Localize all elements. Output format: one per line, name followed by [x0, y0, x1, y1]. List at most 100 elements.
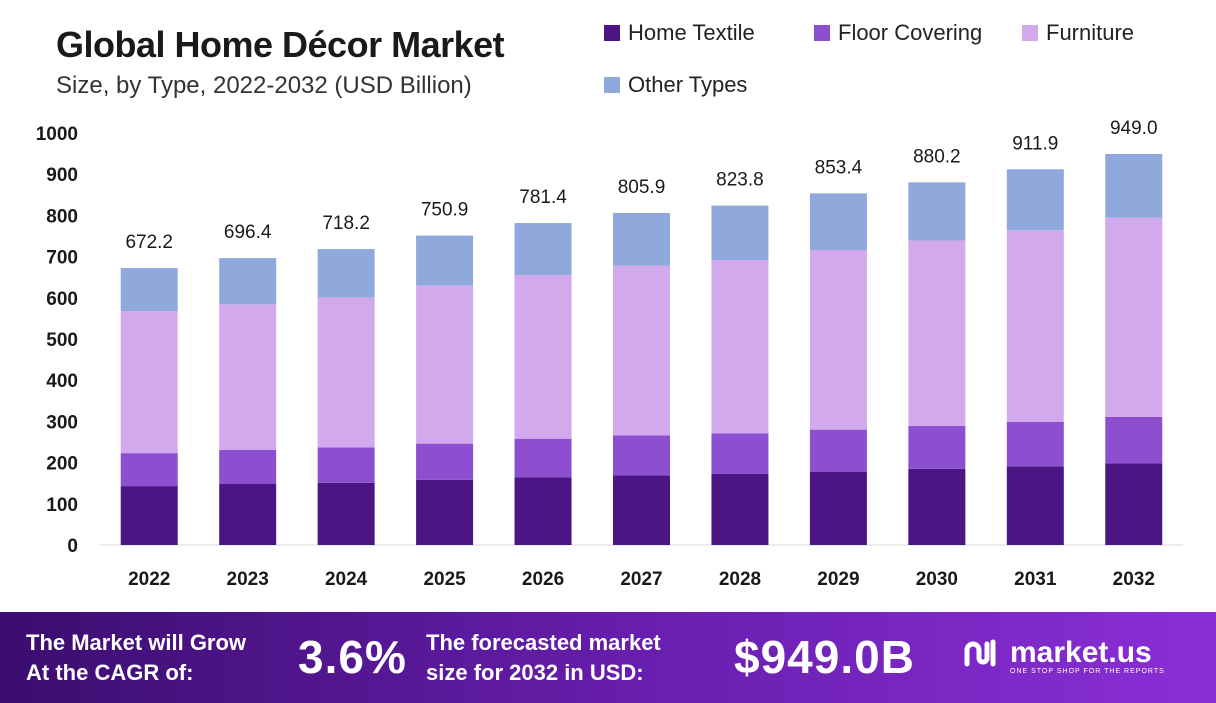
bar-segment-floor-covering [711, 433, 769, 474]
bar-segment-furniture [1006, 230, 1064, 422]
bar-segment-furniture [613, 265, 670, 436]
brand-name: market.us [1010, 636, 1152, 669]
y-tick-label: 600 [46, 289, 78, 310]
legend-item-home-textile: Home Textile [604, 20, 755, 46]
bar-segment-other-types [613, 212, 670, 266]
x-tick-label: 2029 [817, 569, 859, 590]
bar-segment-other-types [1006, 169, 1064, 231]
legend-label: Home Textile [628, 20, 755, 45]
y-tick-label: 100 [46, 495, 78, 516]
bar-segment-floor-covering [809, 429, 867, 472]
bar-segment-furniture [219, 304, 277, 450]
x-tick-label: 2031 [1014, 569, 1057, 590]
bar-segment-floor-covering [514, 438, 572, 478]
y-tick-label: 800 [46, 206, 78, 227]
brand-tagline: ONE STOP SHOP FOR THE REPORTS [1010, 668, 1165, 675]
y-tick-label: 1000 [36, 124, 78, 145]
bar-segment-furniture [416, 285, 474, 444]
total-data-label: 853.4 [815, 157, 863, 178]
legend-swatch [814, 25, 830, 41]
bar-segment-other-types [809, 193, 867, 251]
y-tick-label: 400 [46, 371, 78, 392]
x-tick-label: 2022 [128, 569, 170, 590]
total-data-label: 911.9 [1012, 133, 1058, 154]
x-tick-label: 2028 [719, 569, 761, 590]
legend-item-other-types: Other Types [604, 72, 747, 98]
total-data-label: 880.2 [913, 146, 961, 167]
y-tick-label: 900 [46, 165, 78, 186]
x-tick-label: 2025 [423, 569, 466, 590]
bar-segment-furniture [711, 260, 769, 434]
bar-segment-home-textile [514, 477, 572, 545]
bar-segment-furniture [809, 250, 867, 430]
brand-logo: market.us [964, 636, 1152, 670]
x-tick-label: 2023 [227, 569, 269, 590]
total-data-label: 750.9 [421, 200, 469, 221]
total-data-label: 672.2 [125, 232, 173, 253]
bar-segment-floor-covering [1006, 421, 1064, 467]
bar-segment-floor-covering [120, 453, 178, 487]
bar-segment-other-types [1105, 154, 1163, 218]
legend-swatch [604, 25, 620, 41]
x-tick-label: 2024 [325, 569, 368, 590]
legend-swatch [1022, 25, 1038, 41]
cagr-label-line-1: The Market will Grow [26, 630, 247, 655]
bar-segment-furniture [514, 275, 572, 439]
x-tick-label: 2027 [620, 569, 662, 590]
chart-subtitle: Size, by Type, 2022-2032 (USD Billion) [56, 72, 472, 99]
bar-segment-home-textile [711, 473, 769, 545]
bar-segment-floor-covering [416, 443, 474, 480]
cagr-value: 3.6% [298, 631, 407, 683]
bar-segment-home-textile [613, 475, 670, 545]
bar-segment-floor-covering [219, 449, 277, 485]
bar-segment-home-textile [908, 468, 966, 545]
bar-segment-home-textile [219, 484, 277, 545]
y-tick-label: 500 [46, 330, 78, 351]
legend-swatch [604, 77, 620, 93]
footer-banner: The Market will Grow At the CAGR of: 3.6… [0, 612, 1216, 703]
total-data-label: 696.4 [224, 222, 272, 243]
chart-title: Global Home Décor Market [56, 24, 505, 65]
y-tick-label: 0 [67, 536, 78, 557]
bar-segment-floor-covering [1105, 416, 1163, 464]
y-tick-label: 700 [46, 248, 78, 269]
x-tick-label: 2032 [1113, 569, 1155, 590]
forecast-label-line-1: The forecasted market [426, 630, 661, 655]
forecast-label: The forecasted market size for 2032 in U… [426, 628, 661, 688]
forecast-label-line-2: size for 2032 in USD: [426, 660, 644, 685]
bar-segment-furniture [908, 240, 966, 426]
total-data-label: 949.0 [1110, 118, 1158, 139]
chart-legend: Home Textile Floor Covering Furniture Ot… [604, 16, 1194, 106]
total-data-label: 781.4 [519, 187, 567, 208]
legend-label: Floor Covering [838, 20, 983, 45]
bar-segment-floor-covering [317, 447, 375, 483]
legend-label: Furniture [1046, 20, 1135, 45]
legend-label: Other Types [628, 72, 748, 97]
bar-segment-floor-covering [908, 425, 966, 469]
x-tick-label: 2030 [916, 569, 958, 590]
legend-item-furniture: Furniture [1022, 20, 1134, 46]
bar-segment-other-types [120, 268, 178, 311]
bar-segment-home-textile [809, 471, 867, 545]
total-data-label: 823.8 [716, 170, 764, 191]
bar-segment-home-textile [1006, 466, 1064, 545]
total-data-label: 718.2 [322, 213, 370, 234]
bar-segment-floor-covering [613, 435, 670, 476]
bar-segment-home-textile [120, 486, 178, 545]
total-data-label: 805.9 [618, 177, 666, 198]
brand-mark-icon [964, 639, 996, 667]
bar-segment-other-types [219, 258, 277, 305]
bar-segment-home-textile [416, 479, 474, 545]
bar-segment-other-types [514, 223, 572, 276]
bar-chart: 0 100 200 300 400 500 600 700 800 900 1000 672.2 202… [36, 118, 1183, 590]
cagr-label: The Market will Grow At the CAGR of: [26, 628, 246, 688]
forecast-value: $949.0B [734, 631, 915, 683]
bar-segment-furniture [120, 310, 178, 454]
x-tick-label: 2026 [522, 569, 564, 590]
bar-segment-other-types [317, 249, 375, 298]
y-tick-label: 300 [46, 412, 78, 433]
bar-segment-other-types [711, 205, 769, 261]
bar-segment-home-textile [1105, 463, 1163, 545]
bar-segment-home-textile [317, 482, 375, 545]
